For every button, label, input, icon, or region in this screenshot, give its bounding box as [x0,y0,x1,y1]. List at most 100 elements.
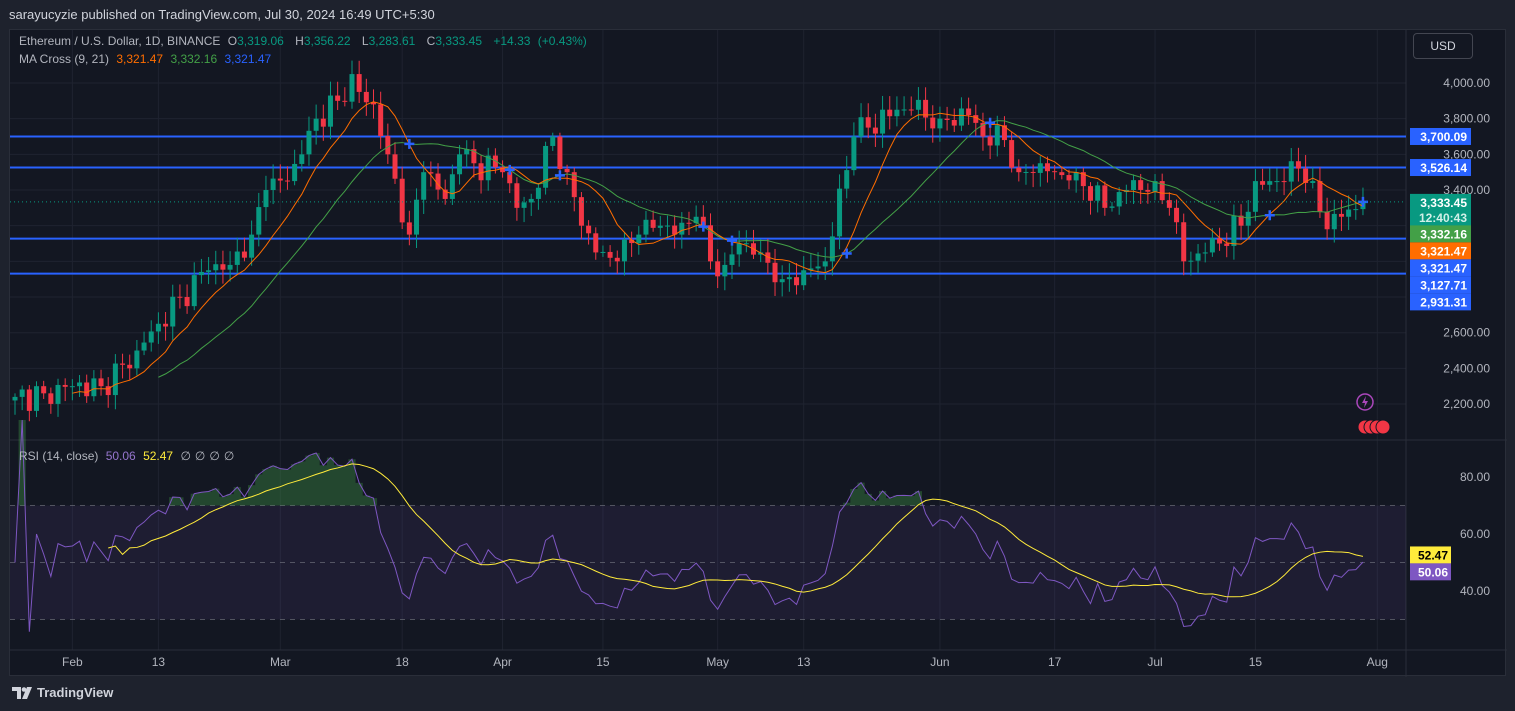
ma21-line [158,120,1364,378]
candle-body [1224,243,1230,246]
candle-body [478,163,484,181]
candle-body [313,118,319,131]
change-pct: (+0.43%) [537,34,587,48]
candle-body [693,216,699,224]
candle-body [643,219,649,235]
ma-legend[interactable]: MA Cross (9, 21) 3,321.47 3,332.16 3,321… [19,52,272,66]
candle-body [241,251,247,258]
candle-body [915,99,921,110]
published-info: sarayucyzie published on TradingView.com… [9,7,435,22]
candle-body [1281,181,1287,183]
candle-body [284,180,290,182]
ma-cross-marker [841,248,852,259]
candle-body [1102,185,1108,208]
candle-body [1001,125,1007,141]
candle-body [55,384,61,404]
price-tag [1410,127,1471,145]
candle-body [600,251,606,253]
candle-body [1159,181,1165,201]
candle-body [292,163,298,182]
candle-body [1252,181,1258,212]
countdown-label: 12:40:43 [1419,211,1467,225]
candle-body [62,384,68,387]
candle-body [535,187,541,199]
price-axis-label: 2,600.00 [1443,326,1490,340]
candle-body [1195,253,1201,261]
candle-body [578,197,584,226]
low-value: 3,283.61 [368,34,416,48]
candle-body [1310,181,1316,183]
candle-body [1317,181,1323,212]
rsi-tag-label: 52.47 [1418,548,1448,562]
candle-body [607,251,613,258]
candle-body [973,115,979,123]
candle-body [1338,213,1344,217]
lightning-icon [1356,393,1374,411]
candle-body [191,275,197,307]
time-axis-label: 18 [396,655,410,669]
ma9-line [72,101,1364,394]
candle-body [471,149,477,164]
candle-body [1231,215,1237,246]
chart-panel[interactable]: 4,000.00 3,800.00 3,600.00 3,400.00 2,600.00… [9,29,1507,677]
candle-body [1274,181,1280,183]
currency-button[interactable]: USD [1413,33,1473,59]
candle-body [586,225,592,234]
candle-body [84,382,90,397]
candle-body [1023,171,1029,173]
candle-body [184,297,190,307]
time-axis-label: 13 [797,655,811,669]
candle-body [923,99,929,118]
candle-body [349,74,355,102]
ma-cross-marker [554,170,565,181]
time-axis-label: Feb [62,655,83,669]
candle-body [299,154,305,164]
candle-body [1238,215,1244,226]
candle-body [801,270,807,286]
candle-body [1188,260,1194,262]
candle-body [980,122,986,137]
candle-body [958,108,964,126]
time-axis-label: Mar [270,655,291,669]
candle-body [987,136,993,146]
candle-body [306,130,312,155]
candle-body [1217,238,1223,244]
candle-body [808,268,814,271]
rsi-ma-line [108,463,1364,598]
candle-body [77,382,83,387]
rsi-axis-label: 80.00 [1460,470,1490,484]
candle-body [614,257,620,262]
event-flag-icon [1375,419,1391,435]
price-tag-label: 2,931.31 [1420,295,1467,309]
candle-body [134,350,140,369]
price-chart[interactable]: 4,000.00 3,800.00 3,600.00 3,400.00 2,600.00… [10,30,1507,677]
price-tag-label: 3,526.14 [1420,161,1467,175]
candle-body [120,363,126,365]
time-axis-label: 13 [152,655,166,669]
candle-body [1288,161,1294,182]
candle-body [1016,167,1022,173]
candle-body [421,172,427,200]
candle-body [521,202,527,208]
rsi-axis-label: 40.00 [1460,584,1490,598]
candle-body [457,154,463,175]
candle-body [335,95,341,101]
rsi-legend[interactable]: RSI (14, close) 50.06 52.47 ∅ ∅ ∅ ∅ [19,449,235,463]
candle-body [1166,200,1172,208]
open-value: 3,319.06 [237,34,284,48]
candle-body [342,100,348,102]
tradingview-logo[interactable]: TradingView [12,685,113,700]
candle-body [650,219,656,228]
candle-body [155,323,161,332]
candle-body [621,239,627,262]
candle-body [851,136,857,171]
tradingview-logo-icon [12,686,32,699]
symbol-legend: Ethereum / U.S. Dollar, 1D, BINANCE O3,3… [19,34,587,48]
candle-body [1109,206,1115,208]
candle-body [514,183,520,208]
candle-body [356,74,362,92]
candle-body [1331,213,1337,230]
candle-body [543,145,549,188]
candle-body [1066,175,1072,181]
candle-body [163,323,169,327]
